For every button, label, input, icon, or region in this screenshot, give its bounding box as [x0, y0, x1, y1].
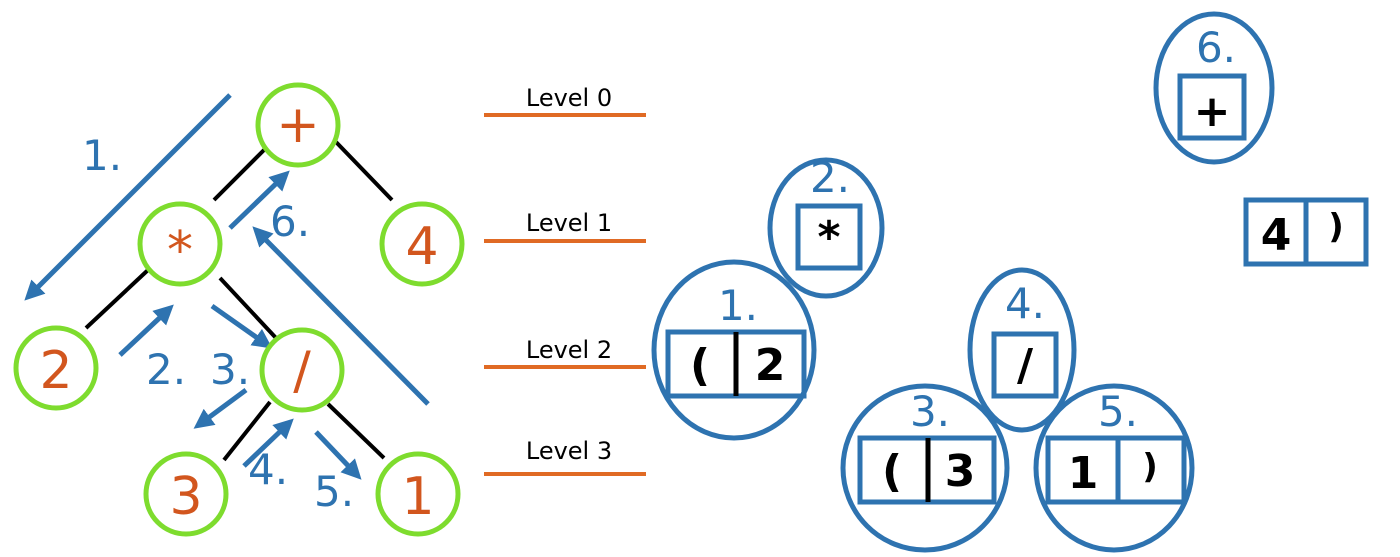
- group-6: 6. +: [1153, 11, 1275, 165]
- traversal-arrows: [24, 93, 430, 480]
- loose-block: 4 ): [1243, 197, 1369, 267]
- node-four: 4: [379, 201, 465, 287]
- node-multiply: *: [137, 201, 223, 287]
- node-plus-label: +: [276, 95, 320, 155]
- node-three-label: 3: [169, 467, 202, 527]
- group-1: 1. ( 2: [651, 259, 817, 441]
- group-4-label: 4.: [1005, 279, 1045, 328]
- level-1-label: Level 1: [526, 209, 612, 237]
- loose-block-cell-2: ): [1328, 207, 1344, 247]
- loose-block-cell-1: 4: [1261, 210, 1292, 261]
- tree-edges: [84, 140, 394, 462]
- arrow-step-6-long: [252, 226, 430, 406]
- node-multiply-label: *: [167, 221, 193, 281]
- level-0-label: Level 0: [526, 84, 612, 112]
- node-one: 1: [375, 451, 461, 537]
- edge-div-one: [326, 402, 386, 460]
- group-4-cell-1: /: [1017, 340, 1034, 391]
- arrow-step-5: [314, 430, 362, 480]
- group-3-cell-1: (: [882, 446, 902, 497]
- arrow-step-1: [24, 93, 232, 301]
- step-label-2: 2.: [146, 345, 186, 394]
- node-plus: +: [255, 82, 341, 168]
- group-3-label: 3.: [910, 387, 950, 436]
- step-label-4: 4.: [248, 445, 288, 494]
- arrow-step-3-left: [193, 387, 248, 429]
- step-label-6: 6.: [270, 197, 310, 246]
- group-6-label: 6.: [1196, 23, 1236, 72]
- node-two: 2: [13, 325, 99, 411]
- step-label-1: 1.: [82, 131, 122, 180]
- level-markers: Level 0 Level 1 Level 2 Level 3: [484, 84, 646, 476]
- node-two-label: 2: [39, 341, 72, 401]
- step-label-5: 5.: [314, 467, 354, 516]
- group-1-cell-2: 2: [755, 340, 786, 391]
- arrow-step-2: [118, 304, 174, 357]
- step-label-3: 3.: [210, 345, 250, 394]
- step-labels: 1. 2. 3. 4. 5. 6.: [82, 131, 354, 516]
- node-divide-label: /: [293, 341, 311, 401]
- edge-div-three: [222, 400, 272, 462]
- node-three: 3: [143, 451, 229, 537]
- group-2-label: 2.: [810, 153, 850, 202]
- group-2-cell-1: *: [817, 212, 840, 263]
- edge-mul-two: [84, 268, 150, 330]
- group-5-cell-1: 1: [1068, 448, 1099, 499]
- group-1-cell-1: (: [690, 340, 710, 391]
- group-3-cell-2: 3: [945, 446, 976, 497]
- group-1-label: 1.: [718, 281, 758, 330]
- level-3-label: Level 3: [526, 437, 612, 465]
- group-6-cell-1: +: [1194, 86, 1231, 137]
- node-one-label: 1: [401, 467, 434, 527]
- arrow-step-3-down: [210, 303, 273, 349]
- edge-mul-div: [218, 276, 278, 340]
- edge-plus-four: [334, 140, 394, 202]
- arrow-step-4: [242, 418, 294, 468]
- edge-plus-mul: [212, 146, 268, 202]
- arrow-step-6: [228, 170, 290, 230]
- group-2: 2. *: [767, 153, 885, 299]
- group-3: 3. ( 3: [840, 383, 1010, 553]
- node-four-label: 4: [405, 217, 438, 277]
- group-5-cell-2: ): [1142, 447, 1158, 487]
- tree-nodes: + * 4 2 / 3 1: [13, 82, 465, 537]
- group-5: 5. 1 ): [1033, 383, 1195, 553]
- group-5-label: 5.: [1098, 387, 1138, 436]
- level-2-label: Level 2: [526, 336, 612, 364]
- node-divide: /: [259, 327, 345, 413]
- group-4: 4. /: [967, 267, 1077, 433]
